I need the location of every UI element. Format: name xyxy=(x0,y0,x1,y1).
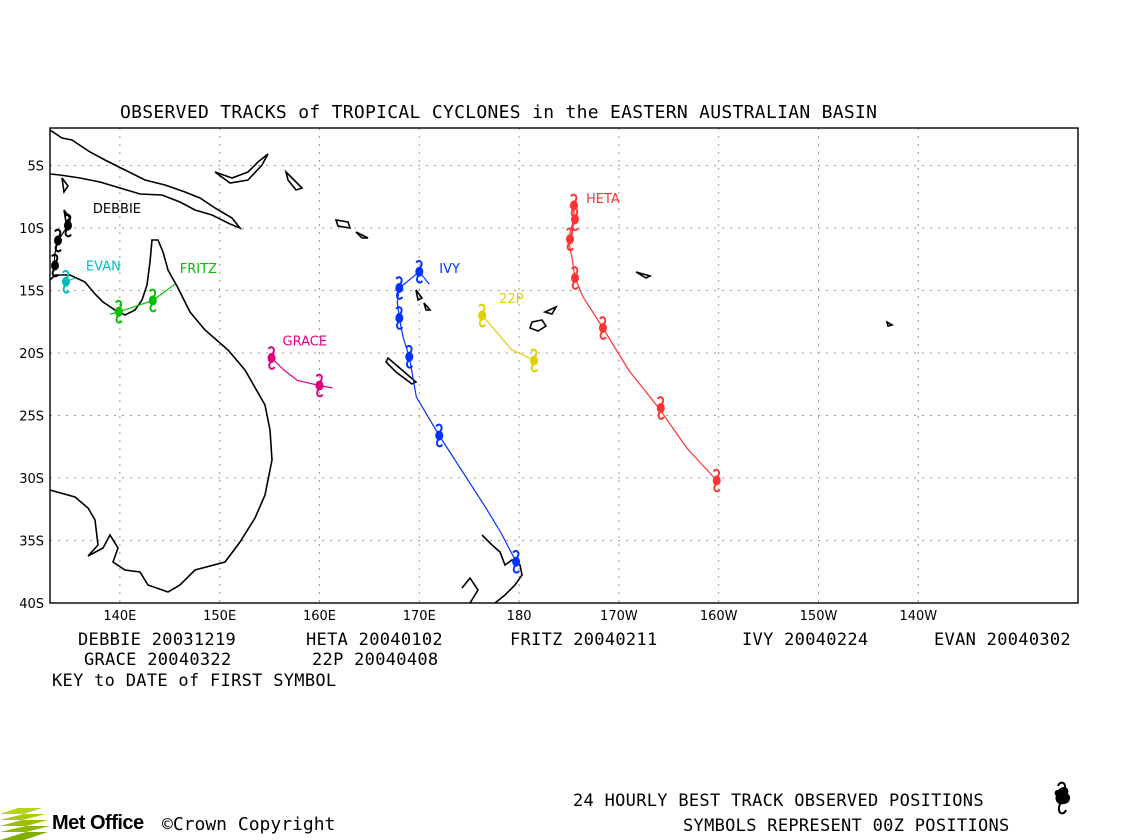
lon-tick-label: 180 xyxy=(507,609,532,624)
storm-fritz: FRITZ xyxy=(109,262,217,324)
storm-label: 22P xyxy=(499,292,524,307)
storm-label: IVY xyxy=(439,262,460,277)
islands-east xyxy=(885,320,895,327)
cyclone-symbol-icon xyxy=(435,423,444,448)
storm-label: FRITZ xyxy=(180,262,217,277)
storm-debbie: DEBBIE xyxy=(50,202,141,278)
footer-line1: 24 HOURLY BEST TRACK OBSERVED POSITIONS xyxy=(573,791,984,811)
lon-tick-label: 140E xyxy=(103,609,136,624)
cyclone-symbol-icon xyxy=(656,396,665,420)
lon-tick-label: 160W xyxy=(700,609,738,624)
cyclone-symbol-icon xyxy=(565,227,574,252)
lon-tick-label: 140W xyxy=(899,609,937,624)
cyclone-symbol-icon xyxy=(61,269,70,294)
key-debbie: DEBBIE 20031219 xyxy=(78,630,237,650)
storm-label: EVAN xyxy=(86,260,121,275)
cyclone-symbol-icon xyxy=(63,213,72,238)
key-note: KEY to DATE of FIRST SYMBOL xyxy=(52,671,337,691)
key-evan: EVAN 20040302 xyxy=(934,630,1071,650)
map-title: OBSERVED TRACKS of TROPICAL CYCLONES in … xyxy=(120,102,878,123)
met-office-logo-icon xyxy=(0,808,50,840)
cyclone-symbol-icon xyxy=(53,228,62,253)
storm-label: DEBBIE xyxy=(93,202,141,217)
lat-tick-label: 15S xyxy=(19,285,44,300)
storm-grace: GRACE xyxy=(267,335,333,398)
australia-coast xyxy=(50,239,273,593)
new-guinea-coast xyxy=(50,129,243,230)
coastlines xyxy=(50,129,895,603)
lon-tick-label: 160E xyxy=(303,609,336,624)
lat-tick-label: 10S xyxy=(19,222,44,237)
cyclone-symbol-icon xyxy=(148,288,157,313)
lon-tick-label: 150W xyxy=(800,609,838,624)
cyclone-tracks: DEBBIE EVAN FRITZ GRACE IVY 22P HETA xyxy=(50,192,721,574)
key-ivy: IVY 20040224 xyxy=(742,630,869,650)
cyclone-symbol-icon xyxy=(512,549,521,574)
storm-track-line xyxy=(109,283,176,315)
cyclone-symbol-icon xyxy=(267,346,276,370)
storm-track-line xyxy=(271,357,333,389)
vanuatu-coast xyxy=(415,289,432,311)
lon-tick-label: 150E xyxy=(203,609,236,624)
new-caledonia-coast xyxy=(385,356,418,385)
cyclone-symbol-icon xyxy=(598,316,607,340)
storm-track-line xyxy=(481,315,535,362)
lon-tick-label: 170E xyxy=(403,609,436,624)
cyclone-symbol-icon xyxy=(395,306,404,330)
solomon-islands-coast xyxy=(284,169,369,239)
map-frame xyxy=(49,127,1079,604)
lat-tick-label: 25S xyxy=(19,410,44,425)
key-fritz: FRITZ 20040211 xyxy=(510,630,658,650)
cyclone-symbol-icon xyxy=(114,299,123,324)
graticule-grid xyxy=(50,128,1078,604)
cyclone-symbol-icon xyxy=(1054,781,1071,815)
lat-tick-label: 35S xyxy=(19,535,44,550)
new-britain-coast xyxy=(214,153,269,184)
cyclone-symbol-icon xyxy=(478,303,487,328)
key-grace: GRACE 20040322 xyxy=(84,650,232,670)
cyclone-symbol-icon xyxy=(315,373,324,398)
cyclone-symbol-icon xyxy=(712,468,721,493)
storm-ivy: IVY xyxy=(395,259,521,574)
cyclone-symbol-icon xyxy=(570,266,579,290)
storm-track-line xyxy=(396,270,517,565)
storm-track-line xyxy=(568,205,718,481)
fiji-coast xyxy=(528,305,558,332)
storm-evan: EVAN xyxy=(61,260,121,294)
storm-22p: 22P xyxy=(478,292,539,373)
lat-tick-label: 5S xyxy=(27,160,44,175)
lat-tick-label: 20S xyxy=(19,347,44,362)
storm-label: HETA xyxy=(586,192,620,207)
lon-tick-label: 170W xyxy=(600,609,638,624)
cyclone-symbol-icon xyxy=(530,348,539,373)
cyclone-symbol-icon xyxy=(405,344,414,369)
axis-labels: 5S 10S 15S 20S 25S 30S 35S 40S 140E 150E 160E 170E 1… xyxy=(19,160,937,625)
key-heta: HETA 20040102 xyxy=(306,630,443,650)
key-22p: 22P 20040408 xyxy=(312,650,439,670)
copyright-text: ©Crown Copyright xyxy=(162,814,336,835)
lat-tick-label: 40S xyxy=(19,597,44,612)
storm-heta: HETA xyxy=(565,192,721,493)
cyclone-symbol-icon xyxy=(415,259,424,284)
footer-line2: SYMBOLS REPRESENT 00Z POSITIONS xyxy=(683,816,1010,836)
lat-tick-label: 30S xyxy=(19,472,44,487)
cyclone-symbol-icon xyxy=(570,207,579,232)
cyclone-symbol-icon xyxy=(395,276,404,300)
met-office-logo-text: Met Office xyxy=(52,812,144,834)
storm-label: GRACE xyxy=(283,335,328,350)
cyclone-symbol-icon xyxy=(50,253,59,278)
samoa-coast xyxy=(635,271,653,279)
